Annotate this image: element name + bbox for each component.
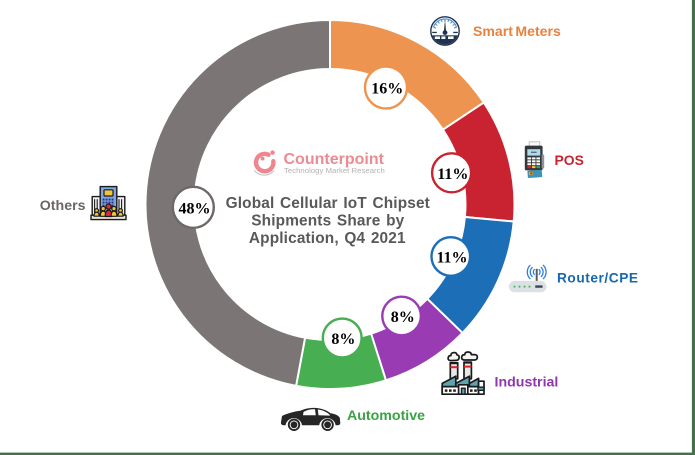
svg-text:11%: 11%: [436, 250, 467, 267]
svg-text:Smart Meters: Smart Meters: [473, 23, 561, 39]
svg-text:16%: 16%: [371, 81, 403, 98]
svg-text:POS: POS: [555, 152, 584, 168]
svg-text:48%: 48%: [179, 201, 211, 218]
svg-text:Application, Q4 2021: Application, Q4 2021: [249, 230, 406, 247]
svg-text:Global Cellular IoT Chipset: Global Cellular IoT Chipset: [226, 195, 430, 212]
svg-text:Others: Others: [40, 198, 86, 214]
svg-text:Counterpoint: Counterpoint: [284, 151, 385, 168]
svg-text:Technology Market Research: Technology Market Research: [284, 166, 385, 175]
svg-text:Router/CPE: Router/CPE: [557, 271, 639, 286]
svg-text:8%: 8%: [331, 331, 355, 348]
svg-text:8%: 8%: [391, 309, 415, 326]
svg-text:Industrial: Industrial: [495, 375, 559, 391]
svg-text:11%: 11%: [437, 166, 468, 183]
svg-text:Shipments Share by: Shipments Share by: [251, 213, 404, 230]
svg-text:Automotive: Automotive: [347, 408, 425, 424]
